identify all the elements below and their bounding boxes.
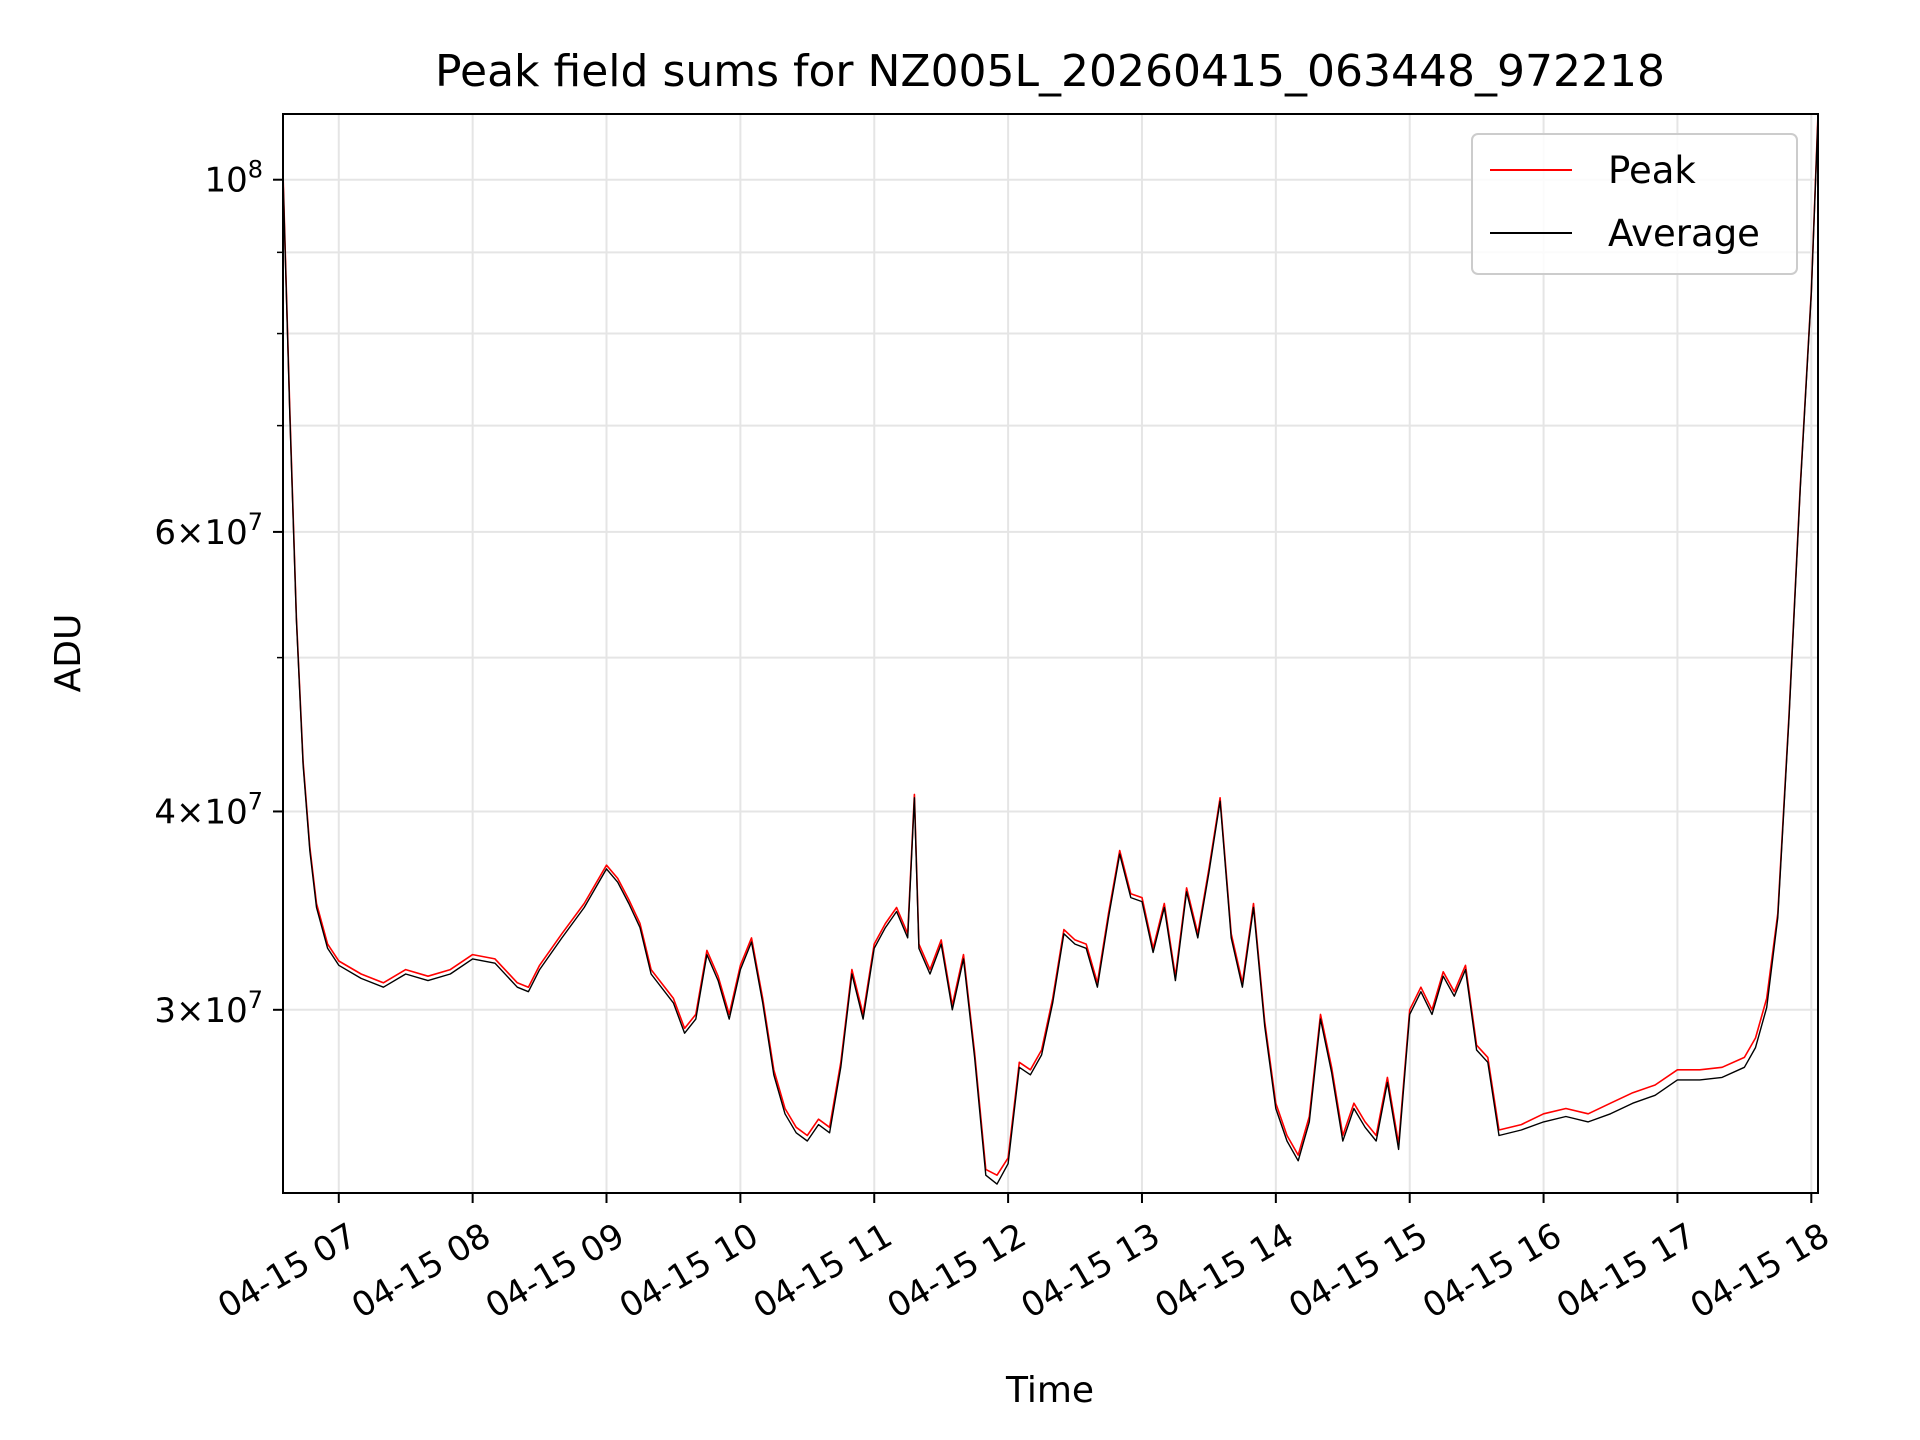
y-tick-label: 4×107: [154, 787, 263, 832]
chart-title: Peak field sums for NZ005L_20260415_0634…: [435, 46, 1665, 97]
series-layer: [282, 113, 1819, 1185]
y-tick-label-exponent: 7: [248, 986, 263, 1014]
y-tick-label-base: 10: [204, 161, 247, 201]
legend-label: Peak: [1608, 149, 1696, 192]
y-tick-label-exponent: 8: [248, 156, 263, 184]
y-axis-label: ADU: [48, 614, 89, 693]
plot-frame: [282, 113, 1819, 1194]
y-tick-label-base: 6: [154, 513, 176, 553]
y-axis: 3×107 4×107 6×107 108: [154, 156, 283, 1031]
y-tick-label: 3×107: [154, 986, 263, 1031]
series-line-average: [282, 117, 1819, 1185]
y-tick-label-exponent: 7: [248, 787, 263, 815]
y-tick-label-base: 4: [154, 792, 176, 832]
series-line-peak: [282, 113, 1819, 1176]
legend-label: Average: [1608, 212, 1760, 255]
y-tick-label-exponent: 7: [248, 508, 263, 536]
x-axis-label: Time: [1005, 1370, 1094, 1411]
legend: Peak Average: [1471, 133, 1798, 275]
y-tick-label: 6×107: [154, 508, 263, 553]
y-tick-label-base: 3: [154, 991, 176, 1031]
y-tick-label: 108: [204, 156, 263, 201]
